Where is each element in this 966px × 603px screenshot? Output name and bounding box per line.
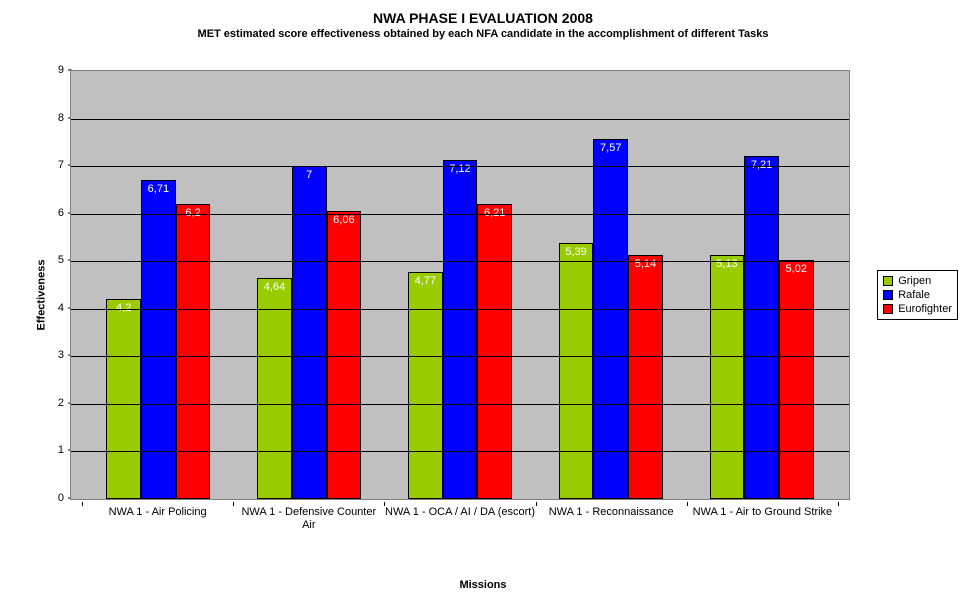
y-tick-label: 7 — [58, 159, 64, 171]
y-tick-label: 6 — [58, 207, 64, 219]
bar: 7,12 — [443, 160, 478, 499]
bar: 4,2 — [106, 299, 141, 499]
legend-item: Eurofighter — [883, 302, 952, 316]
gridline — [71, 261, 849, 262]
y-tick-label: 0 — [58, 492, 64, 504]
y-tick-label: 4 — [58, 302, 64, 314]
bar-value-label: 6,71 — [148, 183, 169, 195]
gridline — [71, 356, 849, 357]
bar-value-label: 5,39 — [565, 246, 586, 258]
x-tick-label: NWA 1 - Defensive Counter Air — [234, 506, 384, 532]
bar: 7,21 — [744, 156, 779, 499]
x-tick-label: NWA 1 - OCA / AI / DA (escort) — [385, 506, 535, 519]
chart-container: NWA PHASE I EVALUATION 2008 MET estimate… — [0, 0, 966, 603]
y-tick-label: 9 — [58, 64, 64, 76]
legend-swatch — [883, 290, 893, 300]
bar: 5,39 — [559, 243, 594, 499]
gridline — [71, 214, 849, 215]
bar-value-label: 6,06 — [333, 214, 354, 226]
legend-label: Eurofighter — [898, 303, 952, 315]
legend-swatch — [883, 276, 893, 286]
gridline — [71, 404, 849, 405]
bar: 6,21 — [477, 204, 512, 499]
bar-value-label: 4,64 — [264, 281, 285, 293]
y-tick-label: 8 — [58, 112, 64, 124]
y-tick-label: 1 — [58, 444, 64, 456]
bar: 4,77 — [408, 272, 443, 499]
bar: 5,02 — [779, 260, 814, 499]
bar: 6,2 — [176, 204, 211, 499]
bar-group: 4,77 7,126,21 — [385, 71, 536, 499]
bar-value-label: 5,02 — [786, 263, 807, 275]
x-axis-label: Missions — [0, 579, 966, 591]
bar: 7,57 — [593, 139, 628, 499]
bar-value-label: 4,77 — [415, 275, 436, 287]
plot-area: 4,26,716,24,6476,064,777,126,215,397,575… — [70, 70, 850, 500]
y-axis: 0123456789 — [40, 70, 68, 500]
bar-value-label: 5,14 — [635, 258, 656, 270]
titles: NWA PHASE I EVALUATION 2008 MET estimate… — [0, 0, 966, 40]
bar-group: 4,2 6,71 6,2 — [83, 71, 234, 499]
chart-subtitle: MET estimated score effectiveness obtain… — [0, 28, 966, 40]
bar-group: 5,39 7,57 5,14 — [535, 71, 686, 499]
y-tick-label: 5 — [58, 254, 64, 266]
chart-row: Effectiveness 0123456789 4,26,716,24,647… — [0, 70, 966, 520]
bar-group: 5,13 7,21 5,02 — [686, 71, 837, 499]
y-tick-label: 3 — [58, 349, 64, 361]
bar-value-label: 5,13 — [716, 258, 737, 270]
x-tick-label: NWA 1 - Reconnaissance — [536, 506, 686, 519]
x-tick-label: NWA 1 - Air to Ground Strike — [687, 506, 837, 519]
legend: Gripen Rafale Eurofighter — [877, 270, 958, 320]
x-tick-label: NWA 1 - Air Policing — [83, 506, 233, 519]
legend-swatch — [883, 304, 893, 314]
legend-item: Gripen — [883, 274, 952, 288]
bar-value-label: 7 — [306, 169, 312, 181]
legend-label: Rafale — [898, 289, 930, 301]
bar-value-label: 7,57 — [600, 142, 621, 154]
bar: 7 — [292, 166, 327, 499]
bar: 4,64 — [257, 278, 292, 499]
bar: 5,14 — [628, 255, 663, 499]
y-tick-label: 2 — [58, 397, 64, 409]
bar: 6,06 — [327, 211, 362, 499]
bar: 5,13 — [710, 255, 745, 499]
chart-title: NWA PHASE I EVALUATION 2008 — [0, 10, 966, 26]
legend-label: Gripen — [898, 275, 931, 287]
gridline — [71, 451, 849, 452]
bar-group: 4,64 7 6,06 — [234, 71, 385, 499]
legend-item: Rafale — [883, 288, 952, 302]
gridline — [71, 119, 849, 120]
gridline — [71, 309, 849, 310]
gridline — [71, 166, 849, 167]
